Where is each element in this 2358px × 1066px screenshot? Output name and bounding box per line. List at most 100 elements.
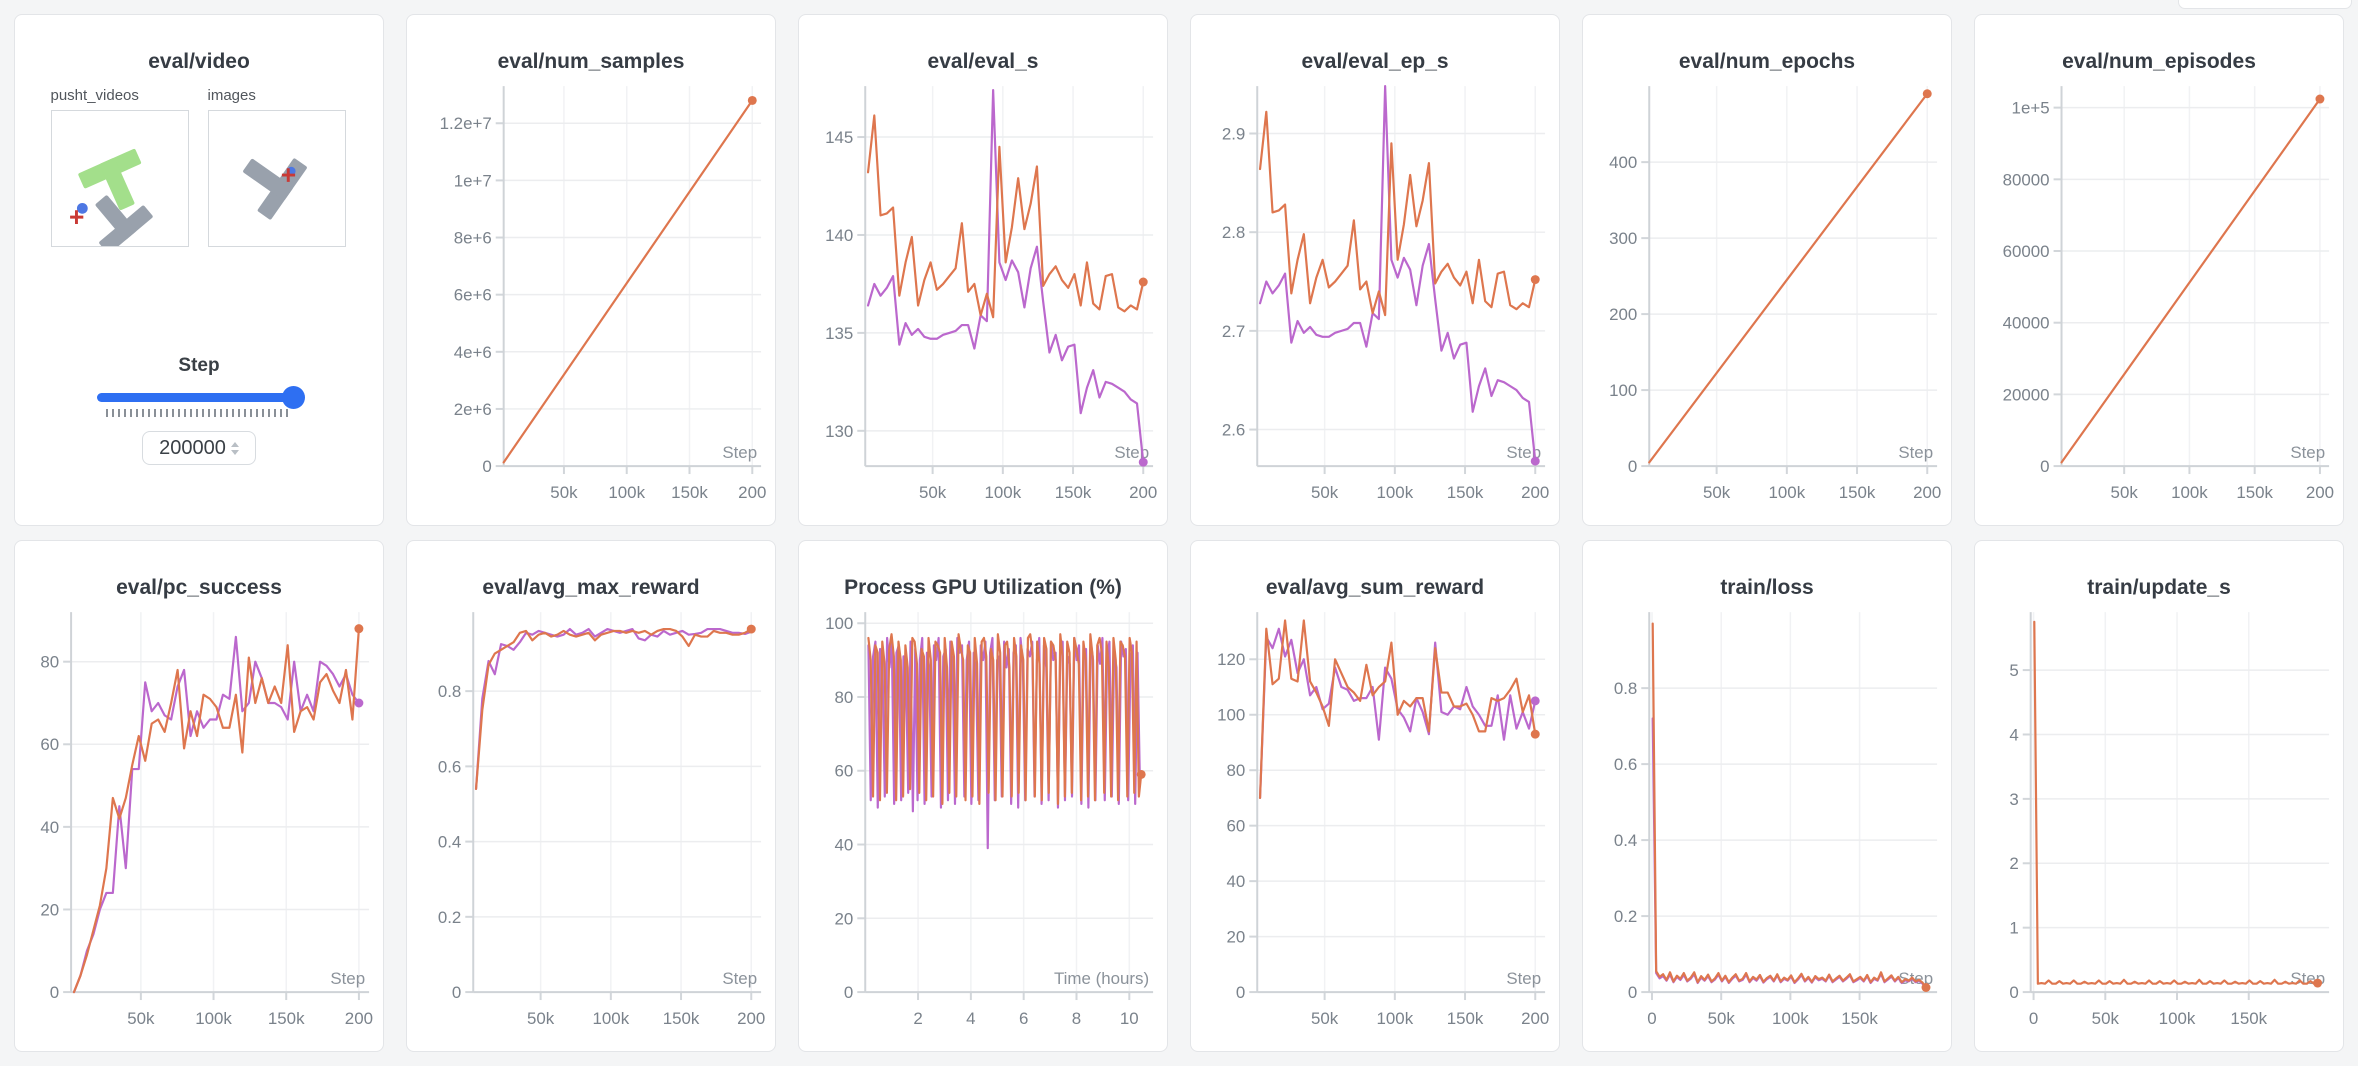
chart-eval-eval-ep-s[interactable]: 50k 100k 150k 200 2.6 2.7 2.8 2.9 Step xyxy=(1191,77,1559,513)
panel-title: train/update_s xyxy=(2087,576,2231,599)
chart-eval-num-episodes[interactable]: 50k 100k 150k 200 0 20000 40000 60000 80000 1e+5 S… xyxy=(1975,77,2343,513)
svg-text:100: 100 xyxy=(1217,706,1245,725)
svg-text:200: 200 xyxy=(2306,483,2334,502)
panel-title: eval/avg_max_reward xyxy=(482,576,700,599)
svg-text:150k: 150k xyxy=(1447,1009,1484,1028)
panel-eval-num-episodes: eval/num_episodes 50k 100k 150k 200 0 20000 40… xyxy=(1974,14,2344,526)
svg-text:0.4: 0.4 xyxy=(438,833,461,852)
svg-text:100k: 100k xyxy=(593,1009,630,1028)
svg-text:2: 2 xyxy=(913,1009,922,1028)
step-number-input[interactable]: 200000 xyxy=(142,431,256,465)
svg-text:Step: Step xyxy=(1506,443,1541,462)
svg-text:80: 80 xyxy=(1227,761,1246,780)
panel-train-update-s: train/update_s 0 50k 100k 150k 0 1 2 3 4 5 Step xyxy=(1974,540,2344,1052)
svg-text:200: 200 xyxy=(1129,483,1157,502)
partial-panel-edge xyxy=(2178,0,2352,9)
media-thumbnails: pusht_videos xyxy=(15,87,383,247)
svg-text:100k: 100k xyxy=(1377,1009,1414,1028)
pusht-scene-icon xyxy=(242,158,307,220)
svg-text:150k: 150k xyxy=(2236,483,2273,502)
svg-text:150k: 150k xyxy=(663,1009,700,1028)
svg-text:2.6: 2.6 xyxy=(1222,421,1245,440)
step-value: 200000 xyxy=(159,436,226,459)
panel-eval-video: eval/video pusht_videos xyxy=(14,14,384,526)
svg-text:40: 40 xyxy=(40,818,59,837)
panel-eval-pc-success: eval/pc_success 50k 100k 150k 200 0 20 40 60 80 S… xyxy=(14,540,384,1052)
svg-text:20: 20 xyxy=(40,900,59,919)
svg-text:140: 140 xyxy=(825,226,853,245)
svg-text:2.8: 2.8 xyxy=(1222,223,1245,242)
svg-text:50k: 50k xyxy=(1708,1009,1736,1028)
chart-eval-eval-s[interactable]: 50k 100k 150k 200 130 135 140 145 Step xyxy=(799,77,1167,513)
svg-text:120: 120 xyxy=(1217,650,1245,669)
svg-text:0.4: 0.4 xyxy=(1614,831,1637,850)
svg-text:0: 0 xyxy=(1628,983,1637,1002)
svg-text:5: 5 xyxy=(2009,661,2018,680)
svg-text:60: 60 xyxy=(40,735,59,754)
step-slider[interactable] xyxy=(97,386,305,409)
chart-eval-num-epochs[interactable]: 50k 100k 150k 200 0 100 200 300 400 Step xyxy=(1583,77,1951,513)
svg-text:2: 2 xyxy=(2009,854,2018,873)
svg-text:400: 400 xyxy=(1609,153,1637,172)
svg-text:1e+5: 1e+5 xyxy=(2012,99,2050,118)
chart-eval-pc-success[interactable]: 50k 100k 150k 200 0 20 40 60 80 Step xyxy=(15,603,383,1039)
svg-text:100k: 100k xyxy=(608,483,645,502)
panel-eval-num-samples: eval/num_samples 50k 100k 150k 200 0 2e+6 4e+6… xyxy=(406,14,776,526)
svg-text:135: 135 xyxy=(825,324,853,343)
panel-eval-eval-s: eval/eval_s 50k 100k 150k 200 130 135 140 145 St… xyxy=(798,14,1168,526)
panel-eval-eval-ep-s: eval/eval_ep_s 50k 100k 150k 200 2.6 2.7 2.8 2.… xyxy=(1190,14,1560,526)
step-slider-knob[interactable] xyxy=(282,386,305,409)
svg-text:Step: Step xyxy=(330,969,365,988)
panel-title: eval/pc_success xyxy=(116,576,282,599)
svg-text:Step: Step xyxy=(722,443,757,462)
svg-text:Step: Step xyxy=(1898,443,1933,462)
stepper-arrows-icon[interactable] xyxy=(230,441,239,455)
pusht-video-thumbnail[interactable] xyxy=(50,110,189,247)
chart-eval-num-samples[interactable]: 50k 100k 150k 200 0 2e+6 4e+6 6e+6 8e+6 1e+7 1.2e+… xyxy=(407,77,775,513)
thumbnail-group-images: images xyxy=(207,87,348,247)
svg-text:150k: 150k xyxy=(1447,483,1484,502)
svg-text:80: 80 xyxy=(40,653,59,672)
svg-text:150k: 150k xyxy=(1841,1009,1878,1028)
svg-text:4e+6: 4e+6 xyxy=(454,343,492,362)
chart-eval-avg-max-reward[interactable]: 50k 100k 150k 200 0 0.2 0.4 0.6 0.8 Step xyxy=(407,603,775,1039)
svg-text:200: 200 xyxy=(738,483,766,502)
agent-dot-icon xyxy=(76,202,88,214)
svg-text:50k: 50k xyxy=(550,483,578,502)
svg-text:200: 200 xyxy=(1609,305,1637,324)
svg-text:50k: 50k xyxy=(1703,483,1731,502)
svg-text:0.8: 0.8 xyxy=(1614,679,1637,698)
svg-text:200: 200 xyxy=(737,1009,765,1028)
svg-text:1: 1 xyxy=(2009,919,2018,938)
panel-eval-num-epochs: eval/num_epochs 50k 100k 150k 200 0 100 200 300… xyxy=(1582,14,1952,526)
panel-title: Process GPU Utilization (%) xyxy=(844,576,1122,599)
svg-text:0: 0 xyxy=(452,983,461,1002)
svg-text:100k: 100k xyxy=(2159,1009,2196,1028)
panel-title: eval/avg_sum_reward xyxy=(1265,576,1485,599)
svg-text:1e+7: 1e+7 xyxy=(454,171,492,190)
svg-text:8e+6: 8e+6 xyxy=(454,229,492,248)
svg-text:4: 4 xyxy=(2009,725,2018,744)
svg-text:100k: 100k xyxy=(985,483,1022,502)
panel-title: eval/video xyxy=(148,50,250,73)
svg-text:50k: 50k xyxy=(2111,483,2139,502)
svg-text:Step: Step xyxy=(1114,443,1149,462)
svg-text:0: 0 xyxy=(2029,1009,2038,1028)
svg-text:Step: Step xyxy=(722,969,757,988)
images-thumbnail[interactable] xyxy=(207,110,346,247)
svg-text:2e+6: 2e+6 xyxy=(454,400,492,419)
svg-text:150k: 150k xyxy=(1839,483,1876,502)
svg-text:Step: Step xyxy=(2290,443,2325,462)
svg-text:0.2: 0.2 xyxy=(1614,907,1637,926)
svg-text:0.8: 0.8 xyxy=(438,682,461,701)
svg-text:Time (hours): Time (hours) xyxy=(1054,969,1149,988)
chart-eval-avg-sum-reward[interactable]: 50k 100k 150k 200 0 20 40 60 80 100 120 Step xyxy=(1191,603,1559,1039)
svg-text:150k: 150k xyxy=(1055,483,1092,502)
svg-text:50k: 50k xyxy=(1311,483,1339,502)
svg-text:60: 60 xyxy=(835,762,854,781)
svg-text:0.6: 0.6 xyxy=(438,757,461,776)
target-cross-icon xyxy=(69,210,83,224)
